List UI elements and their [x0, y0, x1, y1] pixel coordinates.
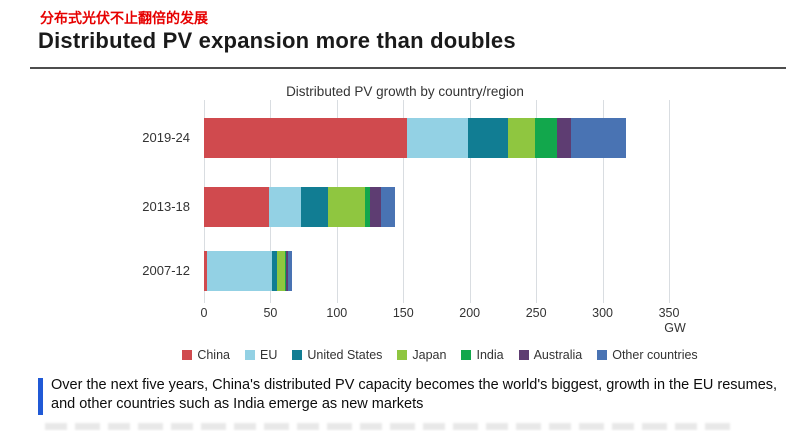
- bar-segment-2013-18-china: [204, 187, 270, 227]
- bar-segment-2013-18-india: [364, 187, 371, 227]
- x-tick-label-200: 200: [459, 306, 481, 320]
- legend-label-united-states: United States: [307, 348, 383, 362]
- gridline-x-200: [469, 100, 471, 303]
- bar-segment-2013-18-eu: [269, 187, 301, 227]
- legend-swatch-india: [461, 350, 472, 360]
- gridline-x-350: [669, 100, 670, 303]
- axis-unit-label: GW: [664, 321, 686, 335]
- legend-label-china: China: [197, 348, 230, 362]
- x-tick-label-100: 100: [326, 306, 348, 320]
- bar-segment-2013-18-australia: [370, 187, 381, 227]
- legend-label-india: India: [476, 348, 504, 362]
- bar-segment-2019-24-eu: [407, 118, 469, 158]
- bar-segment-2007-12-eu: [206, 251, 272, 291]
- chart-legend: China EU United States Japan India Australia O…: [80, 348, 800, 362]
- category-label-2013-18: 2013-18: [142, 199, 190, 214]
- bar-segment-2013-18-other-countries: [380, 187, 396, 227]
- bar-segment-2007-12-other-countries: [288, 251, 293, 291]
- legend-swatch-japan: [397, 350, 408, 360]
- bar-segment-2019-24-china: [204, 118, 408, 158]
- gridline-x-300: [602, 100, 604, 303]
- bar-segment-2013-18-japan: [327, 187, 365, 227]
- caption-text: Over the next five years, China's distri…: [51, 377, 778, 412]
- bar-segment-2019-24-japan: [508, 118, 535, 158]
- category-label-2007-12: 2007-12: [142, 263, 190, 278]
- legend-item-japan: Japan: [397, 348, 446, 362]
- bar-segment-2019-24-india: [534, 118, 558, 158]
- x-tick-label-300: 300: [592, 306, 613, 320]
- bar-segment-2019-24-other-countries: [570, 118, 627, 158]
- x-tick-label-250: 250: [525, 306, 547, 320]
- bar-segment-2007-12-india: [285, 251, 286, 291]
- legend-swatch-other-countries: [597, 350, 608, 360]
- gridline-x-250: [536, 100, 538, 303]
- bar-segment-2007-12-united-states: [271, 251, 278, 291]
- kicker-chinese-title: 分布式光伏不止翻倍的发展: [40, 10, 208, 26]
- legend-label-other-countries: Other countries: [612, 348, 698, 362]
- page-title: Distributed PV expansion more than doubl…: [38, 28, 516, 53]
- bar-segment-2007-12-japan: [277, 251, 286, 291]
- legend-item-australia: Australia: [518, 348, 583, 362]
- legend-label-australia: Australia: [533, 348, 583, 362]
- caption-accent-bar: [38, 378, 43, 415]
- gridline-x-150: [403, 100, 405, 303]
- legend-item-india: India: [461, 348, 504, 362]
- chart-title: Distributed PV growth by country/region: [286, 84, 524, 99]
- bar-segment-2019-24-united-states: [468, 118, 509, 158]
- legend-label-eu: EU: [259, 348, 278, 362]
- bar-segment-2013-18-united-states: [300, 187, 328, 227]
- x-tick-label-50: 50: [263, 306, 278, 320]
- x-tick-label-0: 0: [200, 306, 208, 320]
- bar-segment-2019-24-australia: [557, 118, 571, 158]
- title-divider: [30, 67, 786, 69]
- legend-swatch-china: [182, 350, 193, 360]
- x-tick-label-150: 150: [392, 306, 414, 320]
- bar-segment-2007-12-china: [204, 251, 207, 291]
- bar-segment-2007-12-australia: [285, 251, 289, 291]
- legend-swatch-eu: [244, 350, 255, 360]
- legend-item-other-countries: Other countries: [597, 348, 698, 362]
- legend-item-united-states: United States: [292, 348, 382, 362]
- cutoff-text-remnant: [45, 423, 735, 430]
- legend-item-china: China: [182, 348, 230, 362]
- legend-label-japan: Japan: [412, 348, 447, 362]
- legend-swatch-australia: [518, 350, 529, 360]
- legend-swatch-united-states: [292, 350, 303, 360]
- x-tick-label-350: 350: [658, 306, 680, 320]
- legend-item-eu: EU: [244, 348, 278, 362]
- category-label-2019-24: 2019-24: [142, 130, 190, 145]
